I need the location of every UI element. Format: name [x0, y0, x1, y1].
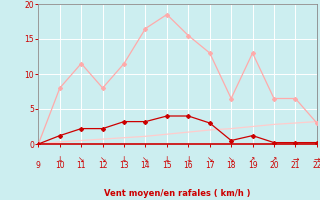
Text: ↘: ↘	[206, 155, 213, 164]
Text: ↓: ↓	[57, 155, 63, 164]
Text: ↗: ↗	[271, 155, 277, 164]
Text: ↘: ↘	[142, 155, 149, 164]
Text: ↘: ↘	[100, 155, 106, 164]
Text: ↓: ↓	[164, 155, 170, 164]
Text: ↓: ↓	[121, 155, 127, 164]
Text: →: →	[292, 155, 299, 164]
Text: ↗: ↗	[249, 155, 256, 164]
Text: ↓: ↓	[185, 155, 191, 164]
Text: ↘: ↘	[228, 155, 234, 164]
Text: ↘: ↘	[78, 155, 84, 164]
Text: →: →	[314, 155, 320, 164]
X-axis label: Vent moyen/en rafales ( km/h ): Vent moyen/en rafales ( km/h )	[104, 189, 251, 198]
